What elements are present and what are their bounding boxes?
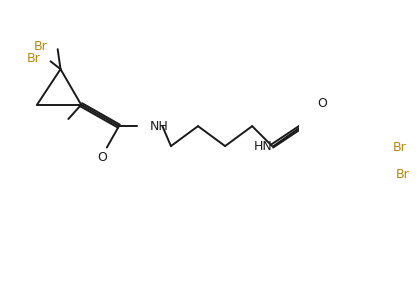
Text: Br: Br	[396, 168, 410, 181]
Text: Br: Br	[27, 52, 41, 65]
Text: HN: HN	[253, 140, 272, 152]
Text: O: O	[97, 151, 107, 164]
Text: Br: Br	[393, 141, 407, 154]
Text: Br: Br	[34, 40, 48, 53]
Text: O: O	[318, 98, 328, 110]
Text: NH: NH	[150, 120, 168, 133]
